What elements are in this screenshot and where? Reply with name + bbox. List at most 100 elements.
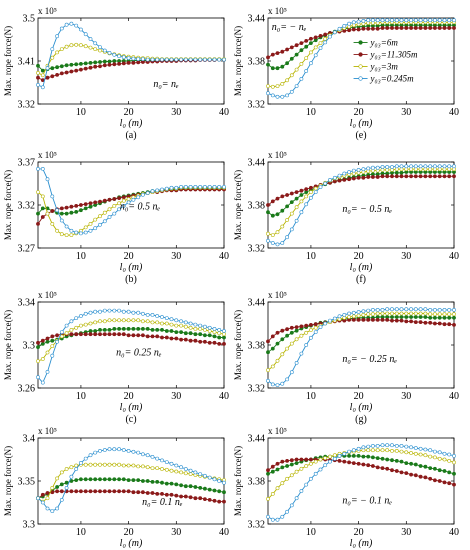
data-point xyxy=(117,318,122,323)
data-point xyxy=(351,448,356,453)
y-tick-label: 3.3 xyxy=(23,341,36,352)
data-point xyxy=(202,57,207,62)
data-point xyxy=(79,323,83,328)
data-point xyxy=(423,26,428,30)
x-tick-label: 40 xyxy=(219,107,229,118)
plot-frame xyxy=(267,17,455,105)
data-point xyxy=(361,462,366,467)
data-point xyxy=(413,462,418,467)
data-point xyxy=(361,309,366,314)
data-point xyxy=(136,195,141,200)
data-point xyxy=(202,327,207,332)
data-point xyxy=(270,382,275,387)
data-point xyxy=(294,360,299,365)
data-point xyxy=(74,316,79,321)
data-point xyxy=(40,73,45,78)
data-point xyxy=(55,339,60,344)
data-point xyxy=(366,166,371,171)
y-axis-label: Max. rope force(N) xyxy=(233,26,243,96)
data-point xyxy=(98,477,102,482)
data-point xyxy=(107,59,112,64)
y-tick-label: 3.34 xyxy=(18,298,36,309)
legend-label: y₀₃=3m xyxy=(370,62,399,72)
data-point xyxy=(164,467,169,472)
data-point xyxy=(323,456,328,461)
data-point xyxy=(356,317,361,322)
data-point xyxy=(351,317,356,322)
data-point xyxy=(285,47,290,52)
data-point xyxy=(280,514,285,519)
data-point xyxy=(88,228,93,233)
data-point xyxy=(126,318,131,323)
data-point xyxy=(347,177,352,182)
data-point xyxy=(266,210,270,215)
data-point xyxy=(390,307,394,312)
data-point xyxy=(313,459,318,464)
data-point xyxy=(452,18,456,23)
panel-annotation: n₀= − nₑ xyxy=(272,22,307,33)
data-point xyxy=(102,63,107,68)
data-point xyxy=(394,26,399,30)
data-point xyxy=(36,63,40,68)
x-tick-label: 30 xyxy=(171,251,181,262)
data-point xyxy=(418,174,423,179)
data-point xyxy=(299,324,304,329)
data-point xyxy=(270,364,275,369)
data-point xyxy=(36,83,40,87)
data-point xyxy=(107,327,112,332)
data-point xyxy=(294,457,299,462)
data-point xyxy=(174,336,179,341)
data-point xyxy=(50,344,55,349)
data-point xyxy=(107,308,112,313)
data-point xyxy=(150,466,155,471)
data-point xyxy=(413,26,418,30)
data-point xyxy=(145,326,150,331)
data-point xyxy=(112,332,117,337)
data-point xyxy=(337,26,342,31)
data-point xyxy=(375,311,380,316)
data-point xyxy=(136,450,141,455)
data-point xyxy=(193,322,198,327)
data-point xyxy=(428,315,433,320)
data-point xyxy=(102,59,107,64)
data-point xyxy=(40,338,45,343)
data-point xyxy=(188,325,193,330)
data-point xyxy=(442,164,447,169)
data-point xyxy=(83,32,88,37)
series-line xyxy=(37,23,224,88)
data-point xyxy=(50,334,55,339)
data-point xyxy=(432,312,437,317)
panel-label: (e) xyxy=(355,130,366,141)
data-point xyxy=(437,479,442,483)
data-point xyxy=(112,211,117,216)
data-point xyxy=(98,332,102,337)
data-point xyxy=(193,326,198,331)
data-point xyxy=(74,23,79,28)
data-point xyxy=(131,318,136,323)
data-point xyxy=(36,359,40,364)
data-point xyxy=(212,488,217,493)
data-point xyxy=(55,506,60,511)
data-point xyxy=(313,53,318,58)
plot-frame xyxy=(37,301,225,389)
data-point xyxy=(217,57,222,62)
series-line xyxy=(267,21,454,88)
data-point xyxy=(131,478,136,483)
data-point xyxy=(437,18,442,23)
data-point xyxy=(217,327,222,332)
data-point xyxy=(285,327,290,332)
data-point xyxy=(366,317,371,322)
data-point xyxy=(390,174,394,179)
data-point xyxy=(304,330,309,335)
data-point xyxy=(270,66,275,71)
data-point xyxy=(83,206,88,211)
x-tick-label: 30 xyxy=(401,527,411,538)
data-point xyxy=(136,464,141,469)
data-point xyxy=(188,338,193,343)
data-point xyxy=(380,26,385,30)
data-point xyxy=(447,307,452,312)
data-point xyxy=(270,199,275,204)
data-point xyxy=(160,321,164,326)
data-point xyxy=(308,190,313,195)
data-point xyxy=(131,449,136,454)
